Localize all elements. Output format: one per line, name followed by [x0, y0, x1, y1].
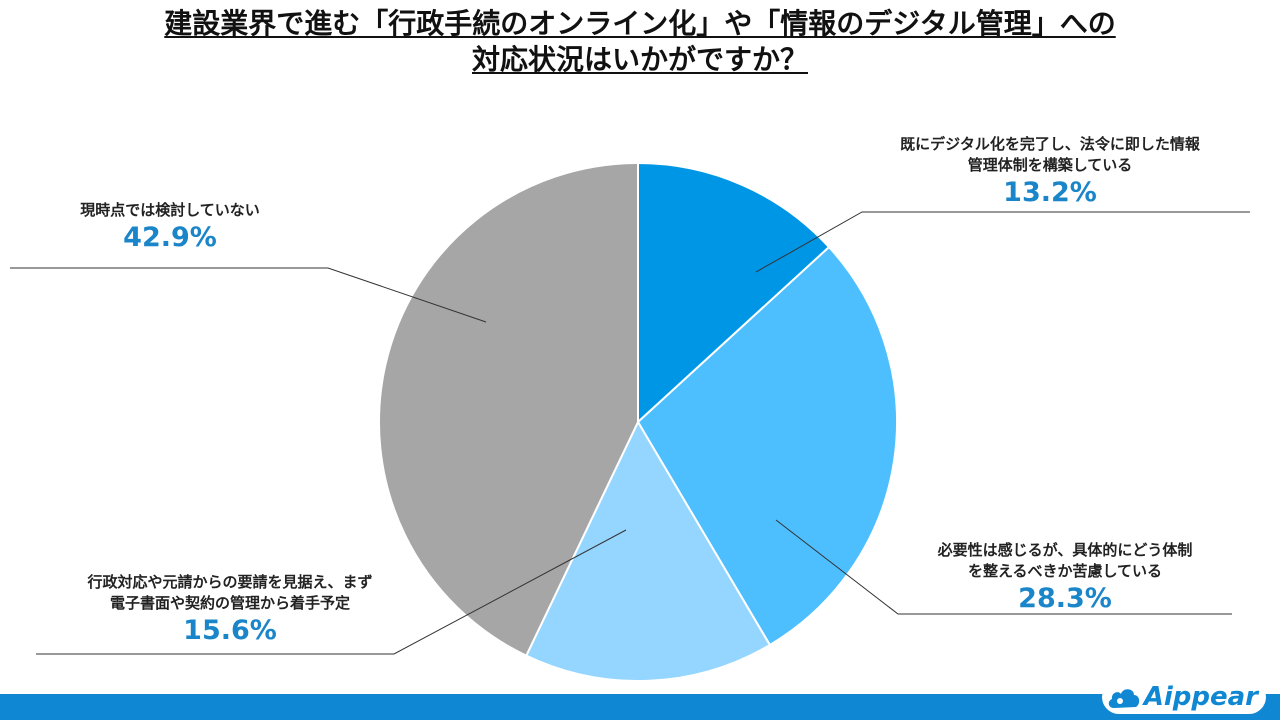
slice-label-4-value: 42.9% — [123, 222, 217, 253]
pie-slices — [378, 161, 898, 682]
slice-label-4-text: 現時点では検討していない — [80, 201, 260, 219]
cloud-icon — [1108, 689, 1139, 708]
pie-slice-4 — [378, 161, 639, 657]
leader-line-2 — [775, 519, 1232, 615]
pie-slice-3 — [524, 419, 772, 682]
slice-label-2: 必要性は感じるが、具体的にどう体制 を整えるべきか苦慮している 28.3% — [880, 540, 1250, 616]
leader-lines — [10, 211, 1250, 655]
slice-label-2-value: 28.3% — [1018, 583, 1112, 614]
pie-slice-1 — [637, 161, 831, 425]
chart-title-line1: 建設業界で進む「行政手続のオンライン化」や「情報のデジタル管理」への — [164, 7, 1116, 40]
slice-label-3-value: 15.6% — [183, 615, 277, 646]
slice-label-4: 現時点では検討していない 42.9% — [20, 200, 320, 255]
slice-label-1: 既にデジタル化を完了し、法令に即した情報 管理体制を構築している 13.2% — [840, 134, 1260, 210]
slice-label-3-text: 行政対応や元請からの要請を見据え、まず 電子書面や契約の管理から着手予定 — [87, 573, 373, 612]
slice-label-1-value: 13.2% — [1003, 177, 1097, 208]
chart-title-line2: 対応状況はいかがですか？ — [471, 43, 808, 76]
pie-slice-2 — [636, 245, 898, 647]
slice-label-3: 行政対応や元請からの要請を見据え、まず 電子書面や契約の管理から着手予定 15.… — [30, 572, 430, 648]
brand-logo: Aippear — [1101, 680, 1266, 714]
footer-bar — [0, 694, 1280, 720]
leader-line-3 — [36, 529, 627, 655]
slice-label-2-text: 必要性は感じるが、具体的にどう体制 を整えるべきか苦慮している — [937, 541, 1193, 580]
chart-title: 建設業界で進む「行政手続のオンライン化」や「情報のデジタル管理」への 対応状況は… — [0, 6, 1280, 78]
leader-line-1 — [755, 211, 1250, 273]
leader-line-4 — [10, 267, 487, 323]
brand-name: Aippear — [1143, 682, 1258, 712]
slice-label-1-text: 既にデジタル化を完了し、法令に即した情報 管理体制を構築している — [900, 135, 1200, 174]
